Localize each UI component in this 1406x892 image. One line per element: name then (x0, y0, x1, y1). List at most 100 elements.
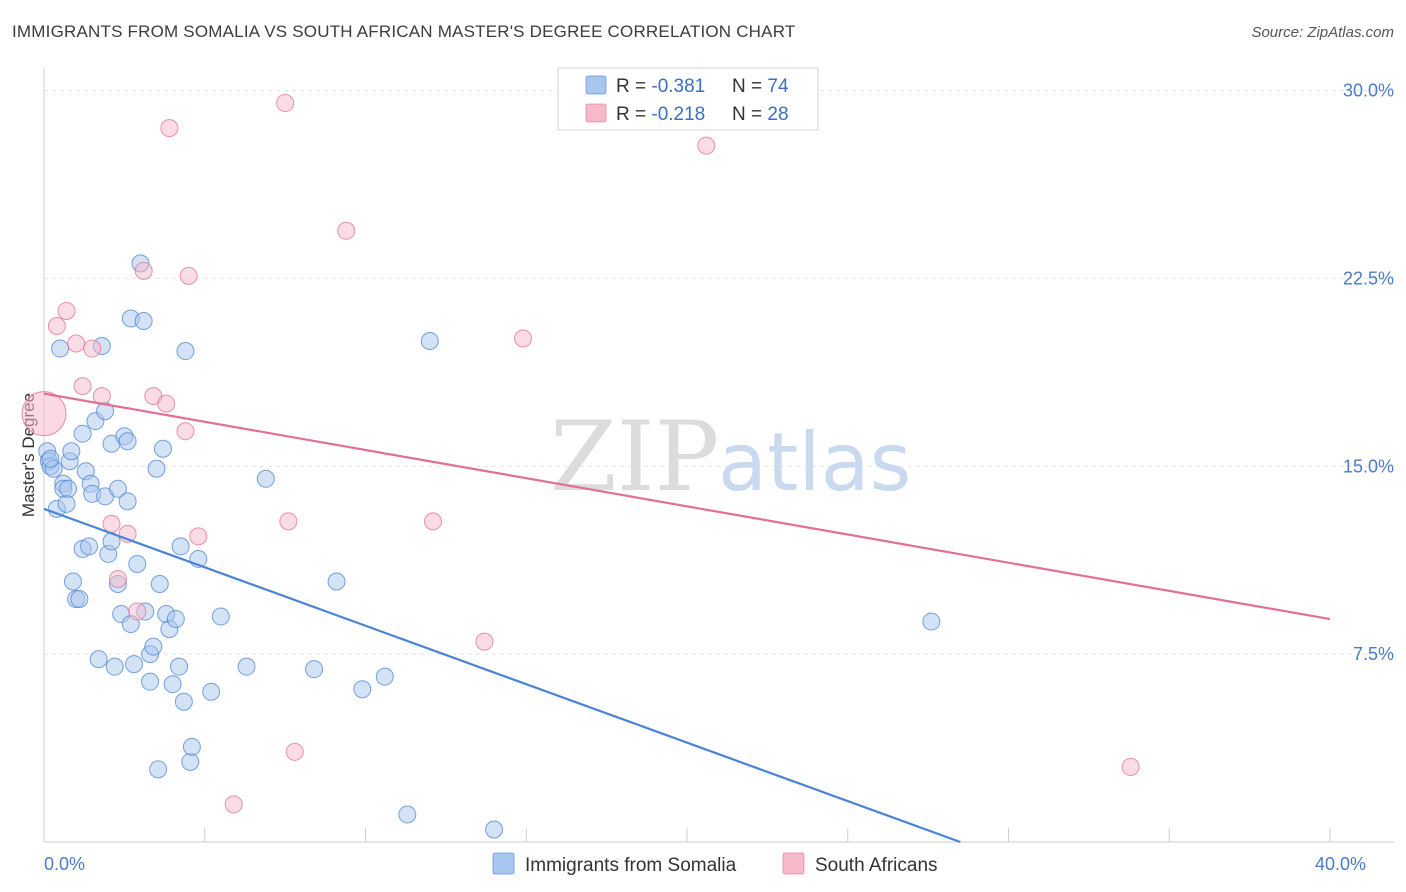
point-south-africans-5 (83, 339, 102, 358)
gridlines (44, 90, 1394, 655)
legend-row-south-africans: R = -0.218 (616, 104, 705, 125)
point-south-africans-26 (697, 136, 716, 155)
y-tick-label-2: 22.5% (1343, 268, 1394, 288)
point-somalia-11 (62, 442, 81, 461)
legend-n-south-africans: N = 28 (732, 104, 789, 125)
point-south-africans-17 (189, 527, 208, 546)
y-tick-label-0: 7.5% (1353, 644, 1394, 664)
point-somalia-73 (41, 449, 60, 468)
point-south-africans-23 (424, 512, 443, 531)
point-somalia-63 (237, 657, 256, 676)
trend-line-south-africans (43, 392, 1331, 621)
point-somalia-41 (134, 311, 153, 330)
point-somalia-18 (80, 537, 99, 556)
point-somalia-64 (256, 469, 275, 488)
bottom-legend-swatch-somalia (492, 852, 515, 875)
point-somalia-38 (125, 655, 144, 674)
point-somalia-5 (51, 339, 70, 358)
chart-title: IMMIGRANTS FROM SOMALIA VS SOUTH AFRICAN… (12, 22, 796, 41)
point-somalia-71 (485, 820, 504, 839)
point-somalia-72 (922, 612, 941, 631)
point-somalia-54 (170, 657, 189, 676)
point-somalia-62 (211, 607, 230, 626)
legend-r-value-south-africans: -0.218 (651, 104, 705, 125)
trend-line-somalia (43, 507, 961, 844)
point-somalia-59 (182, 737, 201, 756)
point-somalia-66 (327, 572, 346, 591)
legend-n-label-south-africans: N = (732, 104, 767, 125)
legend-r-label-south-africans: R = (616, 104, 651, 125)
watermark-atlas: atlas (718, 416, 911, 509)
point-south-africans-8 (108, 569, 127, 588)
point-south-africans-13 (157, 394, 176, 413)
point-south-africans-10 (128, 602, 147, 621)
legend-n-value-south-africans: 28 (767, 104, 788, 125)
point-somalia-61 (202, 682, 221, 701)
point-south-africans-16 (179, 266, 198, 285)
source-credit: Source: ZipAtlas.com (1251, 24, 1394, 41)
point-south-africans-15 (176, 422, 195, 441)
legend-swatch-somalia (585, 75, 607, 95)
point-south-africans-27 (1121, 757, 1140, 776)
point-south-africans-20 (279, 512, 298, 531)
point-south-africans-2 (57, 301, 76, 320)
point-somalia-49 (153, 439, 172, 458)
point-south-africans-22 (337, 221, 356, 240)
point-somalia-58 (181, 752, 200, 771)
bottom-legend-label-south-africans: South Africans (815, 855, 938, 876)
point-somalia-35 (118, 492, 137, 511)
legend-n-somalia: N = 74 (732, 76, 789, 97)
bottom-legend-swatch-south-africans (782, 852, 805, 875)
point-south-africans-1 (47, 316, 66, 335)
legend-r-label-somalia: R = (616, 76, 651, 97)
point-south-africans-11 (134, 261, 153, 280)
point-somalia-68 (375, 667, 394, 686)
point-somalia-22 (89, 650, 108, 669)
point-south-africans-4 (73, 377, 92, 396)
point-somalia-8 (57, 494, 76, 513)
point-somalia-48 (150, 574, 169, 593)
scatter-points (21, 94, 1140, 839)
point-somalia-55 (171, 537, 190, 556)
point-somalia-53 (166, 610, 185, 629)
correlation-legend: R = -0.381 N = 74 R = -0.218 N = 28 (557, 67, 819, 131)
legend-swatch-south-africans (585, 103, 607, 123)
point-south-africans-19 (276, 94, 295, 113)
x-tick-label-1: 40.0% (1315, 854, 1366, 874)
point-somalia-46 (147, 459, 166, 478)
legend-r-value-somalia: -0.381 (651, 76, 705, 97)
point-somalia-12 (63, 572, 82, 591)
point-south-africans-3 (67, 334, 86, 353)
point-somalia-34 (118, 432, 137, 451)
point-somalia-44 (141, 672, 160, 691)
point-somalia-70 (420, 332, 439, 351)
y-tick-label-1: 15.0% (1343, 456, 1394, 476)
point-somalia-65 (305, 660, 324, 679)
point-south-africans-18 (224, 795, 243, 814)
series-legend: Immigrants from Somalia South Africans (492, 852, 938, 876)
point-somalia-29 (105, 657, 124, 676)
watermark-zip: ZIP (550, 401, 719, 513)
point-somalia-39 (128, 554, 147, 573)
point-south-africans-21 (285, 742, 304, 761)
point-south-africans-25 (514, 329, 533, 348)
point-somalia-45 (144, 637, 163, 656)
y-tick-labels: 7.5% 15.0% 22.5% 30.0% (1343, 81, 1394, 665)
legend-row-somalia: R = -0.381 (616, 76, 705, 97)
point-somalia-16 (73, 424, 92, 443)
point-somalia-14 (70, 590, 89, 609)
y-tick-label-3: 30.0% (1343, 81, 1394, 101)
legend-n-value-somalia: 74 (767, 76, 789, 97)
point-south-africans-14 (160, 119, 179, 138)
point-somalia-57 (176, 342, 195, 361)
point-somalia-9 (59, 479, 78, 498)
x-tick-label-0: 0.0% (44, 854, 85, 874)
point-somalia-52 (163, 675, 182, 694)
bottom-legend-label-somalia: Immigrants from Somalia (525, 855, 737, 876)
point-south-africans-24 (475, 632, 494, 651)
point-south-africans-7 (102, 514, 121, 533)
point-somalia-47 (149, 760, 168, 779)
point-somalia-67 (353, 680, 372, 699)
legend-n-label-somalia: N = (732, 76, 767, 97)
